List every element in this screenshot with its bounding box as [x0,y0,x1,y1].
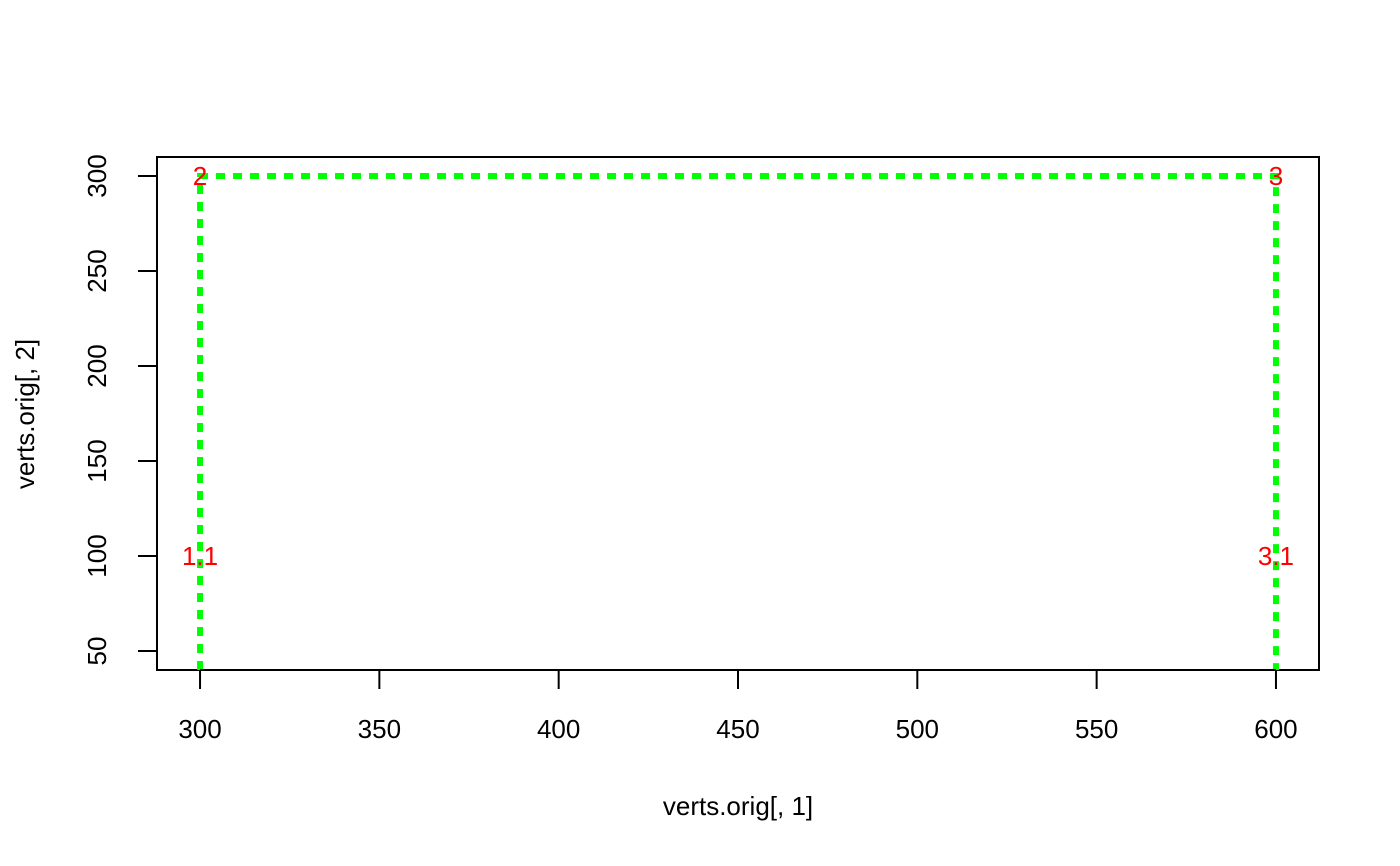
x-axis-title: verts.orig[, 1] [663,791,813,821]
x-tick-label: 450 [716,714,759,744]
plot-frame [156,156,1320,671]
x-tick-label: 300 [178,714,221,744]
x-axis: 300 350 400 450 500 550 600 [178,669,1298,744]
y-tick-label: 100 [82,534,112,577]
x-tick-label: 600 [1254,714,1297,744]
x-tick-label: 550 [1075,714,1118,744]
y-tick-label: 50 [82,637,112,666]
x-tick-label: 400 [537,714,580,744]
series-layer [197,173,1279,670]
point-label: 1.1 [182,541,218,571]
y-tick-label: 150 [82,439,112,482]
y-tick-label: 200 [82,344,112,387]
y-tick-label: 250 [82,249,112,292]
y-tick-label: 300 [82,154,112,197]
point-label: 3.1 [1258,541,1294,571]
point-label: 3 [1269,161,1283,191]
y-axis: 50 100 150 200 250 300 [82,154,158,666]
point-labels: 2 3 1.1 3.1 [182,161,1294,571]
y-axis-title: verts.orig[, 2] [10,339,40,489]
x-tick-label: 500 [896,714,939,744]
series-line [197,173,1279,670]
x-tick-label: 350 [358,714,401,744]
point-label: 2 [193,161,207,191]
